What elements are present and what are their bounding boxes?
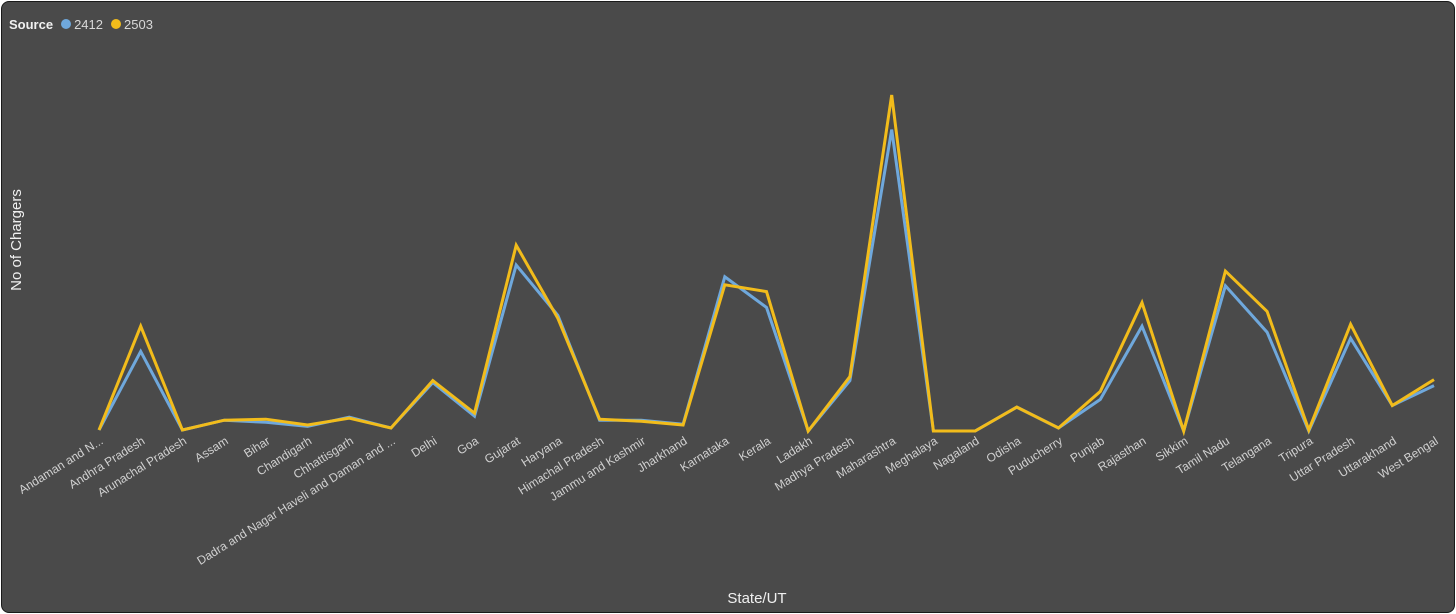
data-point-2503[interactable] [929,427,937,435]
legend-item-2412[interactable]: 2412 [61,17,103,32]
data-point-2503[interactable] [178,426,186,434]
legend-dot-2503 [111,19,121,29]
series-line-2503[interactable] [97,94,1435,437]
legend-label-2503: 2503 [124,16,153,32]
legend: Source 2412 2503 [9,15,161,33]
data-point-2503[interactable] [1138,299,1146,307]
data-point-2503[interactable] [804,427,812,435]
legend-title: Source [9,16,54,32]
data-point-2503[interactable] [95,426,103,434]
data-point-2503[interactable] [637,417,645,425]
y-axis-title: No of Chargers [8,189,25,291]
data-point-2503[interactable] [1055,424,1063,432]
data-point-2412[interactable] [137,347,145,355]
data-point-2503[interactable] [304,421,312,429]
data-point-2503[interactable] [1388,402,1396,410]
legend-item-2503[interactable]: 2503 [111,17,153,32]
data-point-2503[interactable] [596,415,604,423]
data-point-2503[interactable] [345,414,353,422]
x-tick-label: Delhi [409,434,440,460]
series-layer [95,91,1438,437]
data-point-2503[interactable] [1305,426,1313,434]
data-point-2503[interactable] [137,322,145,330]
data-point-2503[interactable] [971,427,979,435]
x-tick-label: Goa [454,434,481,458]
x-tick-label: Bihar [241,434,272,461]
data-point-2503[interactable] [721,281,729,289]
data-point-2503[interactable] [220,416,228,424]
data-point-2503[interactable] [1430,376,1438,384]
x-tick-label: Nagaland [931,434,982,473]
data-point-2412[interactable] [1138,322,1146,330]
x-tick-label: Rajasthan [1095,434,1148,475]
x-tick-label: Assam [192,434,231,465]
legend-dot-2412 [61,19,72,29]
series-2503 [95,91,1438,437]
legend-label-2412: 2412 [74,16,103,32]
data-point-2503[interactable] [1096,387,1104,395]
data-point-2503[interactable] [1347,320,1355,328]
data-point-2503[interactable] [1221,267,1229,275]
data-point-2503[interactable] [387,424,395,432]
data-point-2503[interactable] [888,91,896,99]
data-point-2412[interactable] [1096,395,1104,403]
data-point-2503[interactable] [429,377,437,385]
data-point-2503[interactable] [1180,427,1188,435]
data-point-2412[interactable] [1263,328,1271,336]
data-point-2503[interactable] [1013,403,1021,411]
data-point-2503[interactable] [1263,307,1271,315]
x-axis-title: State/UT [727,590,786,607]
x-tick-label: Gujarat [482,433,523,466]
data-point-2503[interactable] [262,415,270,423]
data-point-2412[interactable] [1347,334,1355,342]
data-point-2503[interactable] [554,314,562,322]
data-point-2503[interactable] [679,421,687,429]
x-tick-label: Kerala [736,433,773,463]
data-point-2503[interactable] [512,241,520,249]
data-point-2503[interactable] [763,288,771,296]
x-axis-ticks: Andaman and N...Andhra PradeshArunachal … [16,433,1440,568]
data-point-2412[interactable] [721,273,729,281]
data-point-2503[interactable] [846,373,854,381]
data-point-2503[interactable] [471,409,479,417]
